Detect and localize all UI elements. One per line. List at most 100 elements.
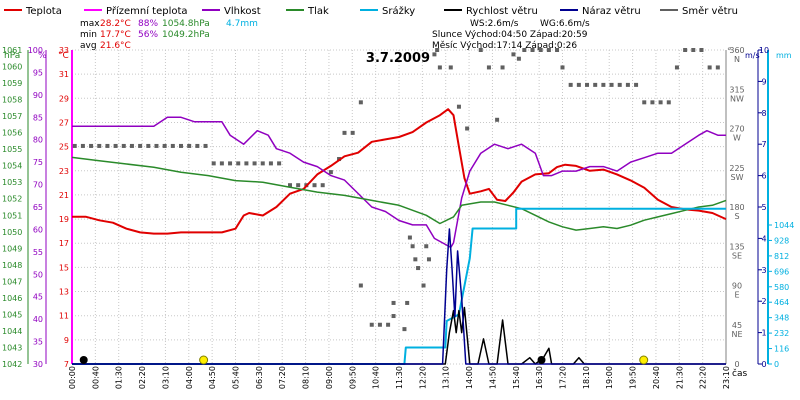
- stats-pressure: 1049.2hPa: [162, 30, 210, 40]
- pressure-tick-label: 1046: [2, 294, 22, 303]
- direction-tick-name: NW: [730, 94, 744, 103]
- temp-tick-label: 33: [59, 46, 69, 55]
- wind-tick-label: 2: [761, 297, 766, 306]
- time-tick-label: 00:00: [68, 366, 77, 389]
- humidity-tick-label: 45: [33, 293, 43, 302]
- stats-humidity: 88%: [138, 19, 158, 29]
- temp-tick-label: 11: [59, 312, 69, 321]
- pressure-tick-label: 1047: [2, 277, 22, 286]
- wind-direction-point: [555, 48, 560, 52]
- direction-tick-name: S: [734, 212, 739, 221]
- wind-direction-point: [89, 143, 94, 148]
- temp-tick-label: 23: [59, 167, 69, 176]
- time-tick-label: 17:20: [559, 366, 568, 389]
- wind-direction-point: [691, 48, 696, 52]
- wind-direction-point: [486, 65, 491, 70]
- wind-direction-point: [432, 52, 437, 57]
- time-tick-label: 04:50: [208, 366, 217, 389]
- pressure-tick-label: 1042: [2, 360, 22, 369]
- time-tick-label: 13:10: [442, 366, 451, 389]
- humidity-tick-label: 100: [28, 46, 43, 55]
- wind-direction-point: [402, 327, 407, 332]
- stats-block: max 28.2°C 88% 1054.8hPa 4.7mm min 17.7°C 56% 10…: [80, 19, 590, 51]
- legend: Teplota Přízemní teplota Vlhkost Tlak Srážky…: [4, 5, 738, 17]
- wind-direction-point: [369, 322, 374, 327]
- direction-tick-label: 45: [732, 321, 742, 330]
- wind-direction-point: [268, 161, 273, 166]
- time-tick-label: 19:50: [629, 366, 638, 389]
- temp-tick-label: 29: [59, 94, 69, 103]
- wind-tick-label: 7: [761, 140, 766, 149]
- humidity-tick-label: 70: [33, 181, 43, 190]
- wind-direction-point: [683, 48, 688, 52]
- axes: 00:00 00:40 01:30 02:20 03:10 04:00 04:50 05:40…: [2, 46, 794, 389]
- pressure-tick-label: 1056: [2, 129, 22, 138]
- humidity-tick-label: 40: [33, 315, 43, 324]
- time-tick-label: 05:40: [232, 366, 241, 389]
- wind-direction-point: [495, 117, 500, 122]
- time-tick-label: 12:20: [418, 366, 427, 389]
- direction-tick-name: E: [734, 291, 739, 300]
- wind-direction-point: [538, 48, 543, 52]
- temp-tick-label: 7: [64, 360, 69, 369]
- time-tick-label: 07:20: [278, 366, 287, 389]
- direction-tick-label: 0: [734, 360, 739, 369]
- wind-direction-point: [530, 48, 535, 52]
- wind-direction-point: [437, 65, 442, 70]
- legend-label: Náraz větru: [582, 5, 641, 17]
- wind-direction-point: [170, 143, 175, 148]
- wind-tick-label: 10: [759, 46, 769, 55]
- rain-tick-label: 812: [774, 252, 789, 261]
- rain-tick-label: 580: [774, 283, 789, 292]
- grid: [71, 49, 727, 365]
- moonrise-marker: [537, 356, 546, 364]
- moon-set-marker: [79, 356, 88, 364]
- temp-tick-label: 21: [59, 191, 69, 200]
- wind-direction-point: [277, 161, 282, 166]
- time-tick-label: 22:20: [699, 366, 708, 389]
- rain-tick-label: 0: [774, 360, 779, 369]
- legend-label: Teplota: [25, 6, 62, 17]
- direction-tick-label: 180: [729, 203, 744, 212]
- temp-tick-label: 15: [59, 263, 69, 272]
- time-tick-label: 04:00: [185, 366, 194, 389]
- pressure-tick-label: 1049: [2, 244, 22, 253]
- stats-sun: Slunce Východ:04:50 Západ:20:59: [432, 30, 588, 40]
- wind-direction-point: [113, 143, 118, 148]
- pressure-tick-label: 1061: [2, 46, 22, 55]
- legend-label: Srážky: [382, 5, 415, 17]
- wind-direction-point: [421, 283, 426, 288]
- time-tick-label: 14:50: [488, 366, 497, 389]
- stats-temp: 28.2°C: [100, 19, 131, 29]
- humidity-tick-label: 60: [33, 225, 43, 234]
- stats-rain: 4.7mm: [226, 19, 258, 29]
- temp-tick-label: 31: [59, 70, 69, 79]
- time-tick-label: 20:40: [652, 366, 661, 389]
- legend-label: Tlak: [307, 6, 329, 17]
- time-tick-label: 06:30: [255, 366, 264, 389]
- stats-row-label: max: [80, 19, 100, 29]
- wind-tick-label: 4: [761, 234, 766, 243]
- wind-direction-point: [358, 283, 363, 288]
- wind-direction-point: [146, 143, 151, 148]
- wind-direction-point: [634, 82, 639, 87]
- wind-direction-point: [715, 65, 720, 70]
- wind-direction-point: [625, 82, 630, 87]
- direction-tick-label: 360: [729, 46, 744, 55]
- wind-direction-point: [312, 183, 317, 188]
- direction-tick-name: NE: [731, 330, 742, 339]
- direction-tick-label: 90: [732, 282, 742, 291]
- humidity-unit: %: [38, 51, 47, 61]
- stats-moon: Měsíc Východ:17:14 Západ:0:26: [432, 41, 577, 51]
- wind-tick-label: 5: [761, 203, 766, 212]
- humidity-tick-label: 90: [33, 91, 43, 100]
- wind-direction-point: [350, 130, 355, 135]
- wind-direction-point: [642, 100, 647, 105]
- direction-tick-name: W: [733, 134, 741, 143]
- pressure-tick-label: 1058: [2, 96, 22, 105]
- rain-tick-label: 116: [774, 345, 789, 354]
- time-tick-label: 14:00: [465, 366, 474, 389]
- pressure-tick-label: 1045: [2, 310, 22, 319]
